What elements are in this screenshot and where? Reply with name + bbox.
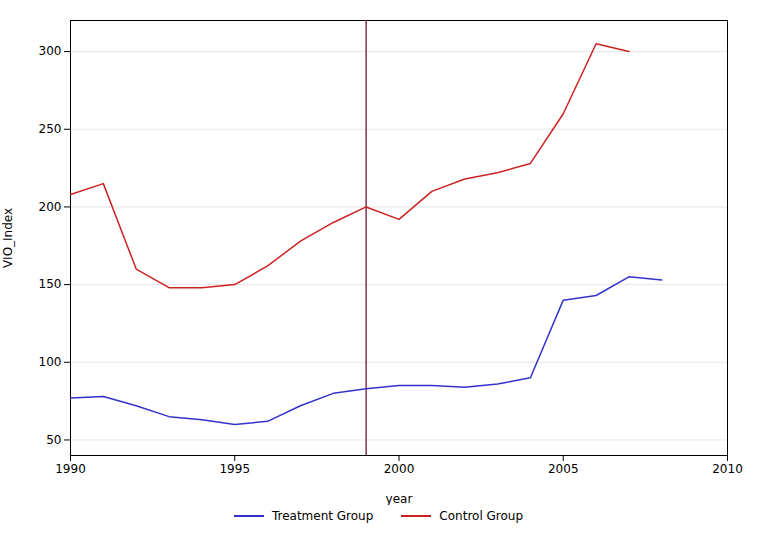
svg-text:1995: 1995 (219, 462, 250, 476)
svg-text:200: 200 (39, 200, 62, 214)
html-text:Control Group: Control Group (439, 509, 524, 523)
svg-text:150: 150 (39, 277, 62, 291)
svg-text:300: 300 (39, 44, 62, 58)
svg-text:year: year (386, 492, 413, 506)
svg-text:2005: 2005 (548, 462, 579, 476)
svg-text:100: 100 (39, 355, 62, 369)
svg-text:2010: 2010 (712, 462, 743, 476)
svg-text:250: 250 (39, 122, 62, 136)
html-text:Treatment Group: Treatment Group (271, 509, 374, 523)
svg-text:2000: 2000 (384, 462, 415, 476)
svg-text:50: 50 (46, 433, 61, 447)
svg-text:1990: 1990 (55, 462, 86, 476)
svg-text:VIO_Index: VIO_Index (1, 208, 15, 268)
